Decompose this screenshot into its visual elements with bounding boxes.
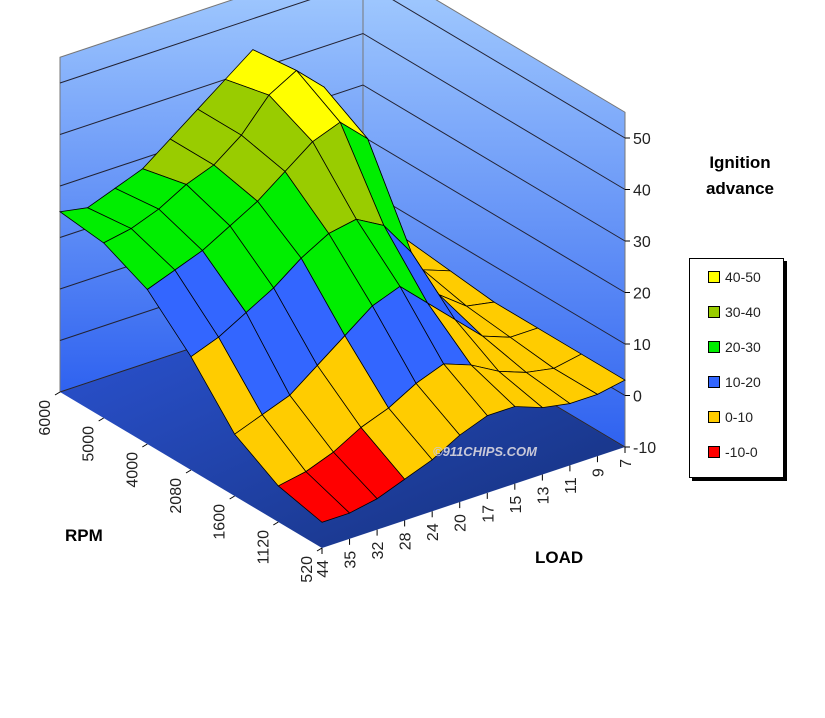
load-tick-label: 11	[563, 477, 580, 494]
legend-label: 0-10	[725, 409, 754, 425]
load-tick-label: 9	[590, 468, 607, 477]
legend-label: 40-50	[725, 269, 761, 285]
z-tick-label: 30	[633, 234, 651, 251]
z-tick-label: 20	[633, 286, 651, 303]
z-gridline	[59, 32, 626, 190]
legend-item: -10-0	[708, 444, 758, 460]
legend-item: 40-50	[708, 269, 761, 285]
surface-cell	[277, 471, 351, 523]
legend-item: 30-40	[708, 304, 761, 320]
z-tick-label: 10	[633, 337, 651, 354]
legend: 40-50 30-40 20-30 10-20 0-10 -10-0	[689, 258, 784, 478]
legend-label: 20-30	[725, 339, 761, 355]
rpm-tick	[98, 417, 104, 422]
rpm-tick	[316, 547, 323, 552]
legend-item: 20-30	[708, 339, 761, 355]
load-tick-label: 35	[343, 551, 360, 569]
legend-swatch	[708, 446, 720, 458]
legend-swatch	[708, 376, 720, 388]
load-tick-label: 24	[425, 523, 442, 541]
z-tick-label: 40	[633, 183, 651, 200]
rpm-tick	[185, 469, 192, 474]
rpm-tick	[142, 443, 148, 448]
rpm-tick-label: 4000	[124, 452, 141, 488]
rpm-tick-label: 520	[299, 556, 316, 583]
load-tick-label: 13	[535, 486, 552, 504]
legend-label: -10-0	[725, 444, 758, 460]
rpm-tick-label: 1600	[212, 504, 229, 540]
rpm-tick-label: 5000	[81, 426, 98, 462]
z-axis-title: Ignition advance	[705, 153, 775, 198]
watermark: ©911CHIPS.COM	[433, 444, 538, 459]
z-tick-label: 0	[633, 389, 642, 406]
rpm-tick-label: 1120	[255, 530, 272, 565]
z-tick-label: -10	[633, 440, 656, 457]
legend-label: 30-40	[725, 304, 761, 320]
rpm-tick	[273, 521, 279, 526]
rpm-tick-label: 2080	[168, 478, 185, 514]
legend-swatch	[708, 411, 720, 423]
load-axis-title: LOAD	[535, 548, 583, 567]
rpm-tick	[54, 391, 61, 396]
load-tick-label: 44	[315, 560, 332, 578]
rpm-axis-title: RPM	[65, 526, 103, 545]
legend-swatch	[708, 306, 720, 318]
rpm-tick	[229, 495, 235, 500]
legend-swatch	[708, 341, 720, 353]
load-tick-label: 15	[508, 496, 525, 514]
load-tick-label: 17	[480, 505, 497, 523]
load-tick-label: 32	[370, 542, 387, 560]
legend-item: 10-20	[708, 374, 761, 390]
z-tick-label: 50	[633, 131, 651, 148]
legend-label: 10-20	[725, 374, 761, 390]
legend-swatch	[708, 271, 720, 283]
rpm-tick-label: 6000	[37, 400, 54, 436]
legend-item: 0-10	[708, 409, 753, 425]
z-gridline	[59, 0, 626, 139]
load-tick-label: 7	[618, 459, 635, 468]
load-tick-label: 20	[453, 514, 470, 532]
load-tick-label: 28	[398, 532, 415, 550]
